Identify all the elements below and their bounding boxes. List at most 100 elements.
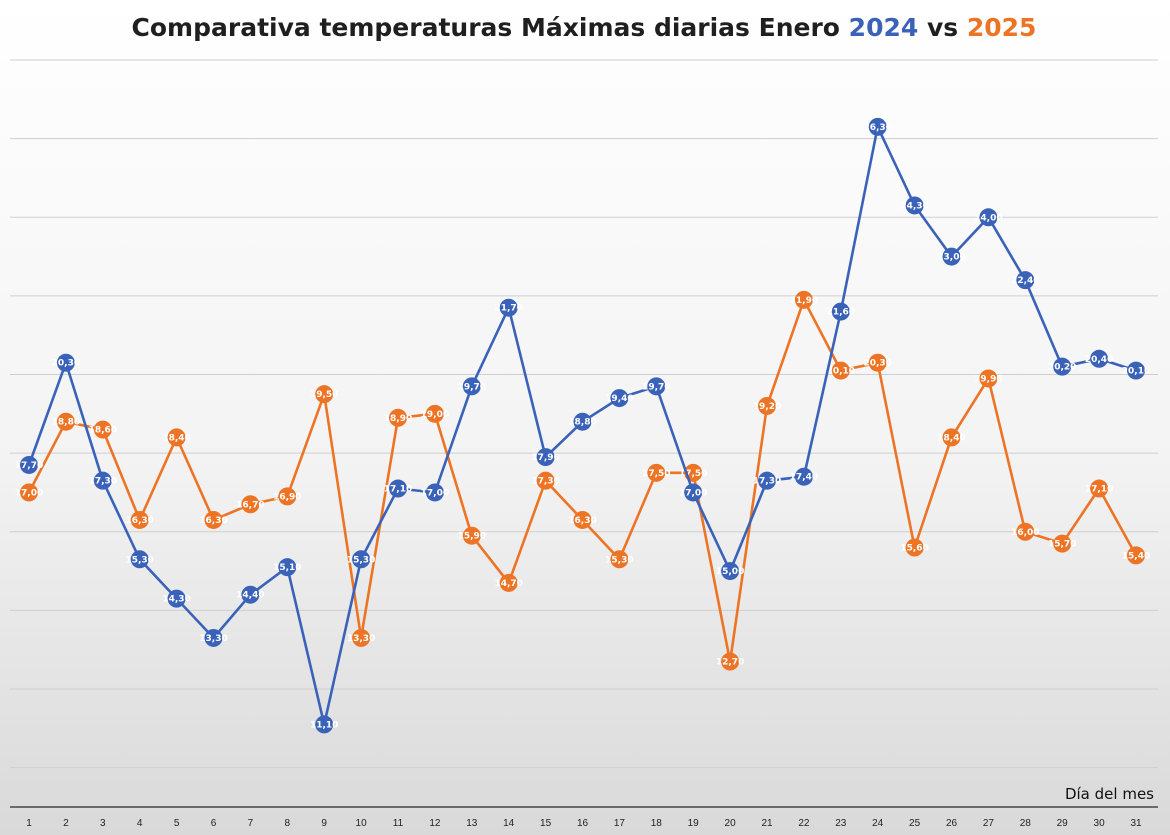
point-2025-day-3 — [93, 420, 112, 439]
chart-title-year-2024: 2024 — [849, 13, 919, 42]
point-2024-day-31 — [1127, 361, 1145, 380]
point-2024-day-20 — [721, 562, 740, 581]
x-tick-label-18: 18 — [651, 818, 663, 829]
point-2024-day-28 — [1016, 271, 1035, 290]
point-2024-day-26 — [942, 247, 961, 266]
point-2024-day-19 — [684, 483, 703, 502]
data-label-2024-day-26: 23,00 — [937, 253, 965, 263]
point-2024-day-10 — [352, 550, 371, 569]
x-tick-label-6: 6 — [211, 818, 217, 829]
x-tick-label-7: 7 — [248, 818, 254, 829]
data-label-2025-day-2: 18,80 — [52, 418, 80, 428]
data-label-2024-day-28: 22,40 — [1011, 276, 1039, 286]
data-label-2025-day-9: 19,50 — [310, 390, 338, 400]
data-label-2025-day-29: 15,70 — [1048, 540, 1076, 550]
x-tick-labels: 1 2 3 4 5 6 7 8 9 10 11 12 13 14 15 16 17 18 19 20 21 22 23 24 2… — [26, 818, 1142, 829]
point-2025-day-7 — [241, 495, 260, 514]
data-label-2024-day-10: 15,30 — [347, 555, 375, 565]
point-2025-day-6 — [204, 510, 223, 529]
x-tick-label-31: 31 — [1130, 818, 1142, 829]
series-2025: 17,00 18,80 18,60 16,30 18,40 16,30 16,70 16,90… — [15, 290, 1150, 671]
point-2024-day-30 — [1090, 349, 1109, 368]
point-2024-day-1 — [20, 455, 38, 474]
x-tick-label-29: 29 — [1057, 818, 1069, 829]
data-label-2024-day-13: 19,70 — [458, 382, 486, 392]
point-2025-day-9 — [315, 385, 334, 404]
x-tick-label-23: 23 — [835, 818, 847, 829]
data-label-2025-day-6: 16,30 — [199, 516, 227, 526]
point-2025-day-22 — [794, 290, 813, 309]
point-2025-day-29 — [1053, 534, 1072, 553]
chart-title-year-2025: 2025 — [967, 13, 1037, 42]
data-label-2025-day-14: 14,70 — [494, 579, 522, 589]
chart-title-main: Comparativa temperaturas Máximas diarias… — [132, 13, 849, 42]
point-2025-day-26 — [942, 428, 961, 447]
data-label-2025-day-17: 15,30 — [605, 555, 633, 565]
point-2024-day-24 — [868, 117, 887, 136]
data-label-2024-day-23: 21,60 — [827, 308, 855, 318]
x-tick-label-25: 25 — [909, 818, 921, 829]
point-2024-day-9 — [315, 715, 334, 734]
data-label-2025-day-1: 17,00 — [15, 488, 43, 498]
point-2024-day-8 — [278, 558, 297, 577]
gridlines — [10, 59, 1158, 769]
x-tick-label-15: 15 — [540, 818, 552, 829]
data-label-2024-day-15: 17,90 — [531, 453, 559, 463]
point-2024-day-12 — [425, 483, 444, 502]
data-label-2025-day-26: 18,40 — [937, 433, 965, 443]
data-label-2025-day-27: 19,90 — [974, 374, 1002, 384]
point-2025-day-2 — [56, 412, 75, 431]
data-label-2025-day-15: 17,30 — [531, 477, 559, 487]
x-tick-label-11: 11 — [393, 818, 404, 829]
point-2024-day-13 — [462, 377, 481, 396]
data-label-2024-day-21: 17,30 — [753, 477, 781, 487]
point-2025-day-27 — [979, 369, 998, 388]
data-label-2024-day-2: 20,30 — [52, 359, 80, 369]
data-label-2024-day-18: 19,70 — [642, 382, 670, 392]
x-tick-label-3: 3 — [100, 818, 106, 829]
x-tick-label-13: 13 — [466, 818, 478, 829]
data-label-2024-day-25: 24,30 — [900, 201, 928, 211]
point-2025-day-1 — [20, 483, 38, 502]
x-tick-label-26: 26 — [946, 818, 958, 829]
point-2024-day-17 — [610, 389, 629, 408]
point-2024-day-14 — [499, 298, 518, 317]
data-label-2024-day-27: 24,00 — [974, 213, 1002, 223]
point-2025-day-15 — [536, 471, 555, 490]
data-label-2024-day-22: 17,40 — [790, 473, 818, 483]
data-label-2025-day-25: 15,60 — [900, 544, 928, 554]
x-tick-label-8: 8 — [285, 818, 291, 829]
data-label-2025-day-21: 19,20 — [753, 402, 781, 412]
x-tick-label-4: 4 — [137, 818, 143, 829]
data-label-2025-day-7: 16,70 — [236, 500, 264, 510]
point-2025-day-31 — [1127, 546, 1145, 565]
point-2024-day-11 — [389, 479, 407, 498]
data-label-2025-day-23: 20,10 — [827, 367, 855, 377]
x-tick-label-17: 17 — [614, 818, 626, 829]
data-label-2025-day-19: 17,50 — [679, 469, 707, 479]
data-label-2025-day-11: 18,90 — [384, 414, 412, 424]
data-label-2025-day-31: 15,40 — [1122, 551, 1150, 561]
point-2024-day-29 — [1053, 357, 1072, 376]
point-2024-day-15 — [536, 448, 555, 467]
data-label-2024-day-17: 19,40 — [605, 394, 633, 404]
series-2024: 17,70 20,30 17,30 15,30 14,30 13,30 14,40 15,10… — [15, 117, 1150, 734]
point-2025-day-24 — [868, 353, 887, 372]
x-tick-label-1: 1 — [26, 818, 32, 829]
data-label-2025-day-5: 18,40 — [162, 433, 190, 443]
x-tick-label-24: 24 — [872, 818, 884, 829]
data-label-2025-day-13: 15,90 — [458, 532, 486, 542]
data-label-2025-day-8: 16,90 — [273, 492, 301, 502]
data-label-2024-day-7: 14,40 — [236, 591, 264, 601]
x-tick-label-5: 5 — [174, 818, 180, 829]
series-layer: 17,00 18,80 18,60 16,30 18,40 16,30 16,70 16,90… — [15, 117, 1150, 734]
data-label-2024-day-12: 17,00 — [421, 488, 449, 498]
x-tick-label-2: 2 — [63, 818, 69, 829]
point-2024-day-21 — [758, 471, 776, 490]
data-label-2025-day-22: 21,90 — [790, 296, 818, 306]
data-label-2024-day-5: 14,30 — [162, 595, 190, 605]
data-label-2025-day-18: 17,50 — [642, 469, 670, 479]
point-2024-day-4 — [130, 550, 149, 569]
data-label-2025-day-3: 18,60 — [89, 426, 117, 436]
point-2025-day-8 — [278, 487, 297, 506]
